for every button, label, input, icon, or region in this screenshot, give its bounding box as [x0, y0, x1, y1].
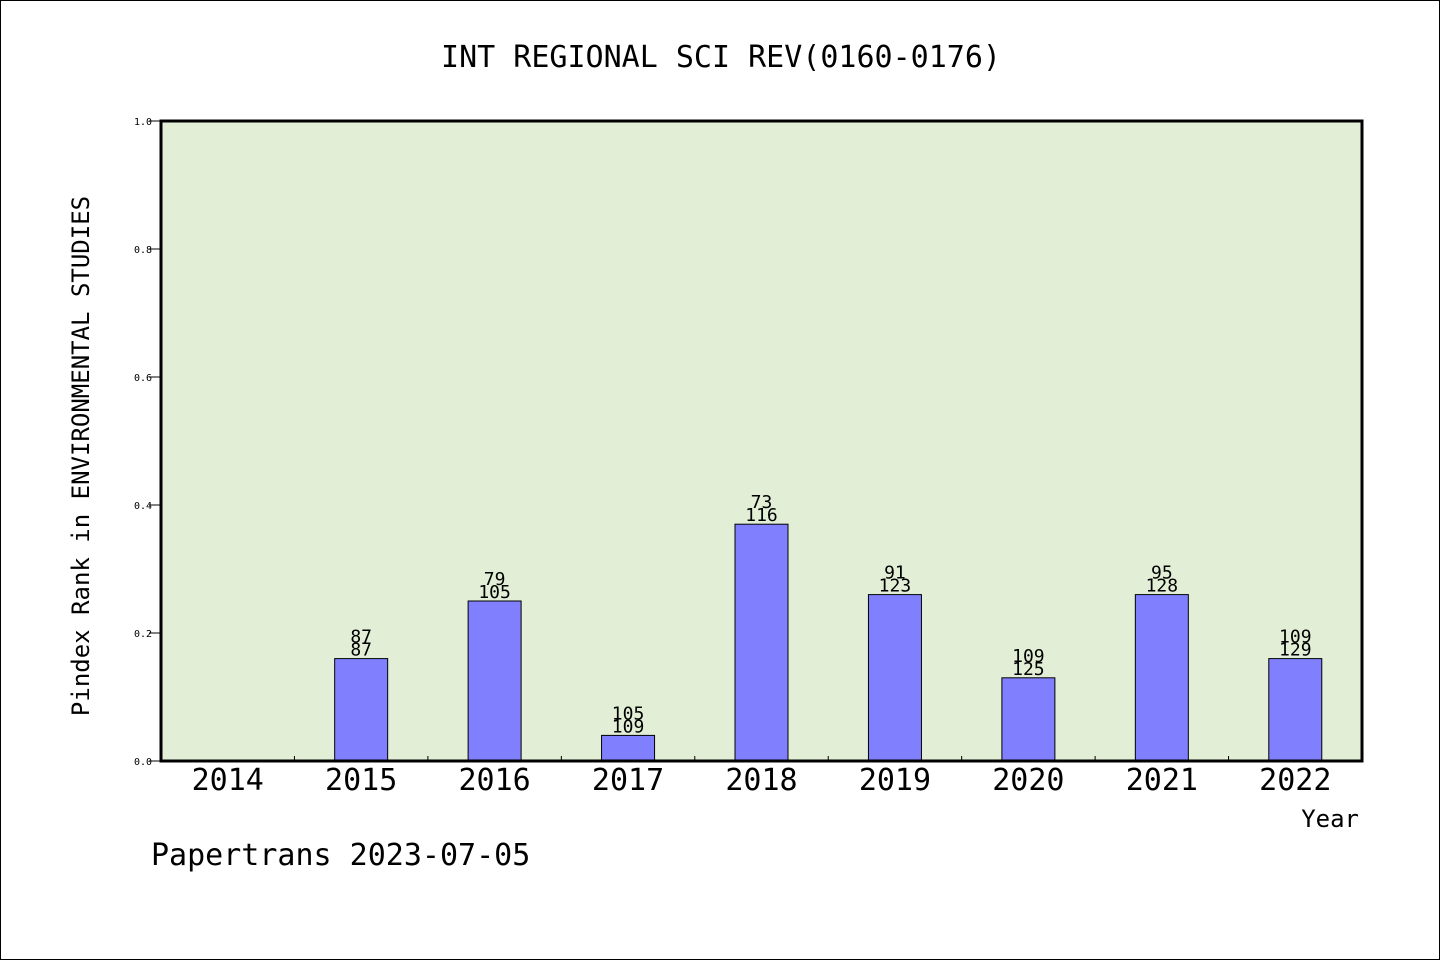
bar-label-top-2022: 109	[1279, 627, 1312, 648]
x-tick-label-2014: 2014	[192, 763, 264, 798]
bar-label-top-2015: 87	[350, 627, 372, 648]
bar-2019	[867, 594, 922, 762]
bar-2022	[1268, 658, 1323, 762]
y-tick-label: 0.8	[134, 245, 152, 256]
bar-label-bottom-2020: 125	[1012, 659, 1045, 680]
footer-text: Papertrans 2023-07-05	[151, 838, 530, 873]
bar-2021	[1134, 594, 1189, 762]
bar-label-top-2021: 95	[1151, 563, 1173, 584]
y-tick-label: 0.4	[134, 501, 152, 512]
x-tick-label-2020: 2020	[992, 763, 1064, 798]
y-tick-label: 0.6	[134, 373, 152, 384]
x-tick-label-2019: 2019	[859, 763, 931, 798]
bar-2016	[467, 600, 522, 762]
bar-label-bottom-2022: 129	[1279, 640, 1312, 661]
bar-label-top-2016: 79	[484, 569, 506, 590]
bar-label-top-2017: 105	[612, 703, 645, 724]
x-axis-label: Year	[1301, 805, 1359, 833]
bar-label-top-2018: 73	[751, 492, 773, 513]
bar-2020	[1001, 677, 1056, 762]
x-tick-label-2017: 2017	[592, 763, 664, 798]
chart-title: INT REGIONAL SCI REV(0160-0176)	[441, 40, 1001, 75]
x-tick-label-2021: 2021	[1126, 763, 1198, 798]
bar-label-top-2020: 109	[1012, 646, 1045, 667]
bar-label-bottom-2017: 109	[612, 716, 645, 737]
plot-frame	[159, 119, 1364, 763]
x-tick-label-2016: 2016	[458, 763, 530, 798]
bar-label-top-2019: 91	[884, 563, 906, 584]
bar-2017	[601, 734, 656, 762]
x-tick-label-2018: 2018	[725, 763, 797, 798]
x-tick-label-2022: 2022	[1259, 763, 1331, 798]
bar-label-bottom-2018: 116	[745, 505, 778, 526]
y-tick-label: 1.0	[134, 117, 152, 128]
bar-2018	[734, 523, 789, 762]
bar-2015	[334, 658, 389, 762]
y-tick-label: 0.0	[134, 757, 152, 768]
y-axis-label: Pindex Rank in ENVIRONMENTAL STUDIES	[67, 196, 95, 716]
bar-label-bottom-2021: 128	[1146, 576, 1179, 597]
y-tick-label: 0.2	[134, 629, 152, 640]
bar-label-bottom-2016: 105	[478, 582, 511, 603]
x-tick-label-2015: 2015	[325, 763, 397, 798]
bar-label-bottom-2015: 87	[350, 640, 372, 661]
bar-label-bottom-2019: 123	[879, 576, 912, 597]
